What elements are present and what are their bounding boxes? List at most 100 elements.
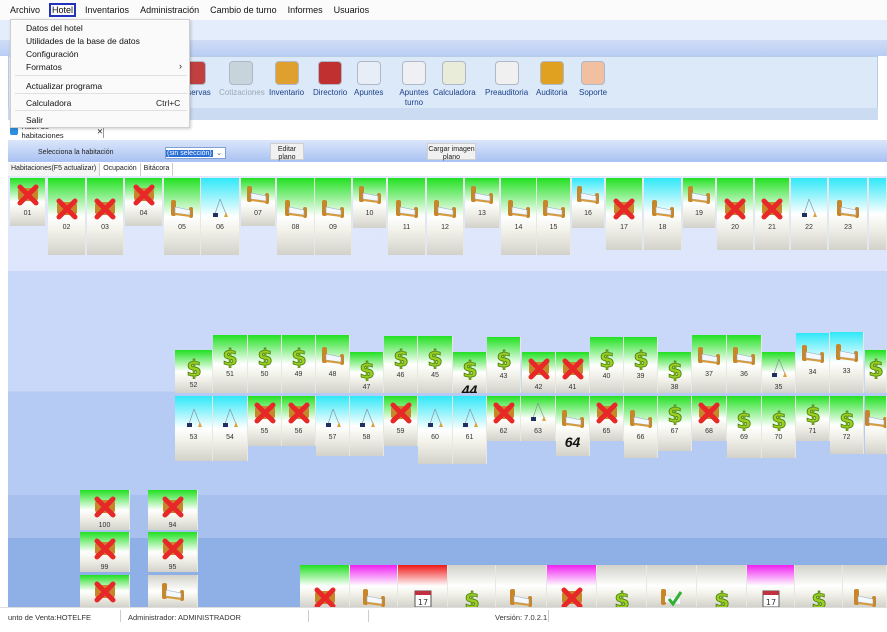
room-tile[interactable]: 56	[282, 396, 316, 446]
room-tile[interactable]: 37	[692, 335, 727, 393]
room-tile[interactable]: $39	[624, 337, 658, 393]
toolbar-button-cotizaciones[interactable]: Cotizaciones	[219, 61, 265, 98]
room-tile[interactable]: 16	[572, 178, 605, 228]
room-tile[interactable]: 53	[175, 396, 213, 461]
menu-hotel[interactable]: Hotel	[49, 3, 77, 17]
room-tile[interactable]: 58	[350, 396, 384, 456]
room-tile[interactable]: 18	[644, 178, 682, 250]
room-tile[interactable]: 95	[148, 532, 198, 572]
room-tile[interactable]: $	[448, 565, 496, 607]
room-tile[interactable]: 11	[388, 178, 426, 255]
room-tile[interactable]	[80, 575, 130, 607]
room-tile[interactable]: 07	[241, 178, 276, 226]
menu-item-5[interactable]: Calculadora	[26, 98, 71, 108]
room-tile[interactable]: 66	[624, 396, 658, 458]
menu-informes[interactable]: Informes	[287, 5, 323, 15]
room-tile[interactable]: 17	[606, 178, 643, 250]
room-tile[interactable]: 99	[80, 532, 130, 572]
room-tile[interactable]: 02	[48, 178, 86, 255]
subtab-1[interactable]: Ocupación	[100, 163, 141, 176]
room-tile[interactable]: 59	[384, 396, 418, 446]
room-tile[interactable]: 68	[692, 396, 727, 441]
toolbar-button-calculadora[interactable]: Calculadora	[433, 61, 476, 98]
room-tile[interactable]: $50	[248, 335, 282, 393]
room-tile[interactable]: $45	[418, 336, 453, 393]
menu-item-3[interactable]: Formatos	[26, 62, 62, 72]
room-tile[interactable]: $67	[658, 396, 692, 451]
menu-cambio-de-turno[interactable]: Cambio de turno	[210, 5, 277, 15]
room-tile[interactable]: $38	[658, 352, 692, 393]
room-tile[interactable]: $70	[762, 396, 796, 458]
room-tile[interactable]: 94	[148, 490, 198, 530]
room-tile[interactable]: 41	[556, 352, 590, 393]
room-tile[interactable]: 12	[427, 178, 464, 255]
room-tile[interactable]	[350, 565, 398, 607]
room-tile[interactable]: 05	[164, 178, 201, 255]
room-tile[interactable]: $52	[175, 350, 213, 393]
room-tile[interactable]	[869, 178, 887, 250]
room-tile[interactable]: 19	[683, 178, 716, 228]
room-tile[interactable]	[148, 575, 198, 607]
room-tile[interactable]: 63	[521, 396, 556, 441]
room-tile[interactable]: $	[597, 565, 647, 607]
toolbar-button-apuntes[interactable]: Apuntes	[354, 61, 383, 98]
menu-item-4[interactable]: Actualizar programa	[26, 81, 102, 91]
room-tile[interactable]	[843, 565, 887, 607]
room-tile[interactable]: 35	[762, 352, 796, 393]
room-tile[interactable]: 34	[796, 333, 830, 393]
room-tile[interactable]: 22	[791, 178, 828, 250]
toolbar-button-directorio[interactable]: Directorio	[313, 61, 347, 98]
room-tile[interactable]: 55	[248, 396, 282, 446]
room-tile[interactable]: 17	[747, 565, 795, 607]
room-tile[interactable]: 10	[353, 178, 387, 228]
room-tile[interactable]: 04	[125, 178, 163, 226]
room-tile[interactable]: $	[865, 350, 887, 393]
room-tile[interactable]: 09	[315, 178, 352, 255]
room-tile[interactable]: $46	[384, 336, 418, 393]
menu-item-6[interactable]: Salir	[26, 115, 43, 125]
menu-item-0[interactable]: Datos del hotel	[26, 23, 83, 33]
room-tile[interactable]: 61	[453, 396, 487, 464]
room-tile[interactable]: 64	[556, 396, 590, 456]
toolbar-button-preauditoria[interactable]: Preauditoria	[485, 61, 528, 98]
room-tile[interactable]: 48	[316, 335, 350, 393]
room-tile[interactable]	[496, 565, 547, 607]
menu-item-2[interactable]: Configuración	[26, 49, 78, 59]
menu-archivo[interactable]: Archivo	[10, 5, 41, 15]
room-tile[interactable]: 100	[80, 490, 130, 530]
toolbar-button-apuntes-turno[interactable]: Apuntes turno	[392, 61, 436, 108]
room-tile[interactable]	[647, 565, 697, 607]
room-tile[interactable]: $49	[282, 335, 316, 393]
room-tile[interactable]: 03	[87, 178, 124, 255]
room-tile[interactable]: 06	[201, 178, 240, 255]
room-tile[interactable]: 20	[717, 178, 754, 250]
edit-plan-button[interactable]: Editar plano	[270, 143, 304, 161]
menu-inventarios[interactable]: Inventarios	[85, 5, 130, 15]
room-tile[interactable]: 65	[590, 396, 624, 441]
close-icon[interactable]: ✕	[96, 126, 103, 136]
menu-usuarios[interactable]: Usuarios	[333, 5, 370, 15]
room-tile[interactable]: $71	[796, 396, 830, 441]
room-tile[interactable]: 01	[10, 178, 46, 226]
load-plan-image-button[interactable]: Cargar imagen plano	[427, 143, 476, 161]
toolbar-button-auditoria[interactable]: Auditoria	[536, 61, 568, 98]
room-tile[interactable]: 15	[537, 178, 571, 255]
room-tile[interactable]: 62	[487, 396, 521, 441]
room-select[interactable]: (sin selección) ⌄	[165, 147, 226, 159]
room-tile[interactable]: 21	[755, 178, 790, 250]
room-tile[interactable]: 13	[465, 178, 500, 228]
room-tile[interactable]: 42	[522, 352, 556, 393]
room-tile[interactable]: $43	[487, 337, 521, 393]
subtab-2[interactable]: Bitácora	[141, 163, 174, 176]
room-tile[interactable]: 54	[213, 396, 248, 461]
room-tile[interactable]: $	[697, 565, 747, 607]
room-tile[interactable]: $72	[830, 396, 864, 454]
room-tile[interactable]: 33	[830, 332, 864, 393]
menu-item-1[interactable]: Utilidades de la base de datos	[26, 36, 140, 46]
room-tile[interactable]: 57	[316, 396, 350, 456]
menu-administración[interactable]: Administración	[140, 5, 200, 15]
room-tile[interactable]: $44	[453, 352, 487, 393]
room-tile[interactable]: 14	[501, 178, 537, 255]
room-tile[interactable]	[547, 565, 597, 607]
room-tile[interactable]: 08	[277, 178, 315, 255]
